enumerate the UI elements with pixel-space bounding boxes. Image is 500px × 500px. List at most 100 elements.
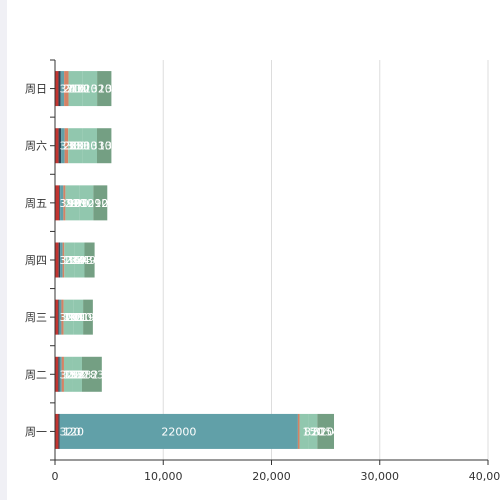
bar-segment[interactable] (97, 71, 112, 107)
bar-segment[interactable] (83, 299, 93, 335)
bar-segment[interactable] (64, 71, 69, 107)
data-label: 0 (346, 425, 353, 438)
bar-segment[interactable] (55, 299, 59, 335)
bar-segment[interactable] (68, 71, 83, 107)
data-label: 832 (68, 368, 89, 381)
bar-segment[interactable] (82, 128, 98, 164)
bar-segment[interactable] (55, 185, 60, 221)
data-label: 1544 (318, 425, 346, 438)
bar-segment[interactable] (63, 185, 66, 221)
bar-segment[interactable] (82, 71, 98, 107)
data-label: 330 (69, 140, 90, 153)
bar-segment[interactable] (55, 242, 59, 278)
data-label: 310 (65, 83, 86, 96)
data-label: 901 (88, 311, 109, 324)
bar-segment[interactable] (58, 128, 62, 164)
bar-segment[interactable] (58, 299, 60, 335)
bar-segment[interactable] (73, 299, 84, 335)
data-label: 182 (64, 368, 85, 381)
bar-segment[interactable] (60, 185, 64, 221)
data-label: 0 (123, 83, 130, 96)
bar-segment[interactable] (65, 185, 80, 221)
y-tick-label: 周日 (25, 83, 47, 96)
bar-segment[interactable] (58, 71, 61, 107)
data-label: 134 (63, 254, 84, 267)
data-label: 1290 (94, 197, 122, 210)
data-label: 101 (63, 311, 84, 324)
bar-segment[interactable] (58, 242, 61, 278)
y-tick-label: 周三 (25, 311, 47, 324)
data-label: 320 (60, 83, 81, 96)
data-label: 0 (106, 254, 113, 267)
bar-segment[interactable] (60, 242, 63, 278)
bar-segment[interactable] (55, 413, 59, 449)
data-label: 90 (67, 197, 81, 210)
bar-segment[interactable] (55, 128, 59, 164)
data-label: 201 (66, 311, 87, 324)
data-label: 901 (78, 311, 99, 324)
data-label: 0 (119, 197, 126, 210)
data-label: 820 (313, 425, 334, 438)
data-label: 832 (77, 368, 98, 381)
data-label: 234 (65, 254, 86, 267)
data-label: 0 (123, 140, 130, 153)
data-label: 934 (79, 254, 100, 267)
data-label: 330 (60, 140, 81, 153)
bar-segment[interactable] (97, 128, 112, 164)
bar-segment[interactable] (68, 128, 83, 164)
bar-segment[interactable] (61, 299, 64, 335)
data-label: 154 (67, 254, 88, 267)
data-label: 1330 (69, 140, 97, 153)
bar-segment[interactable] (63, 356, 73, 392)
data-label: 1320 (98, 83, 126, 96)
data-label: 820 (304, 425, 325, 438)
bar-segment[interactable] (79, 185, 94, 221)
bar-segment[interactable] (61, 128, 65, 164)
y-tick-label: 周二 (25, 368, 47, 381)
bar-segment[interactable] (59, 413, 298, 449)
x-tick-label: 30,000 (361, 470, 400, 483)
bar-series (55, 71, 335, 449)
bar-segment[interactable] (93, 185, 108, 221)
bar-segment[interactable] (63, 299, 74, 335)
data-label: 301 (60, 311, 81, 324)
data-label: 22000 (161, 425, 196, 438)
bar-segment[interactable] (84, 242, 95, 278)
bar-segment[interactable] (308, 413, 318, 449)
bar-segment[interactable] (72, 356, 82, 392)
x-tick-label: 20,000 (252, 470, 291, 483)
data-label: 1290 (80, 197, 108, 210)
bar-segment[interactable] (58, 413, 60, 449)
bar-segment[interactable] (74, 242, 85, 278)
bar-segment[interactable] (59, 299, 62, 335)
bar-segment[interactable] (62, 242, 65, 278)
bar-segment[interactable] (64, 128, 69, 164)
bar-segment[interactable] (60, 71, 65, 107)
data-label: 1330 (84, 140, 112, 153)
data-label: 320 (60, 425, 81, 438)
bar-segment[interactable] (64, 242, 75, 278)
x-tick-label: 0 (52, 470, 59, 483)
y-tick-label: 周五 (25, 197, 47, 210)
bar-segment[interactable] (58, 356, 60, 392)
bar-segment[interactable] (59, 356, 62, 392)
bar-segment[interactable] (317, 413, 335, 449)
x-tick-label: 10,000 (144, 470, 183, 483)
left-panel-edge (0, 0, 7, 500)
bar-segment[interactable] (61, 356, 64, 392)
bar-segment[interactable] (297, 413, 300, 449)
bar-segment[interactable] (55, 71, 59, 107)
data-label: 210 (63, 83, 84, 96)
bar-segment[interactable] (299, 413, 309, 449)
bar-segment[interactable] (59, 185, 61, 221)
y-tick-label: 周四 (25, 254, 47, 267)
bar-segment[interactable] (81, 356, 102, 392)
y-tick-label: 周一 (25, 425, 47, 438)
data-label: 120 (63, 425, 84, 438)
bar-segment[interactable] (55, 356, 59, 392)
data-label: 302 (60, 368, 81, 381)
data-label: 0 (104, 311, 111, 324)
